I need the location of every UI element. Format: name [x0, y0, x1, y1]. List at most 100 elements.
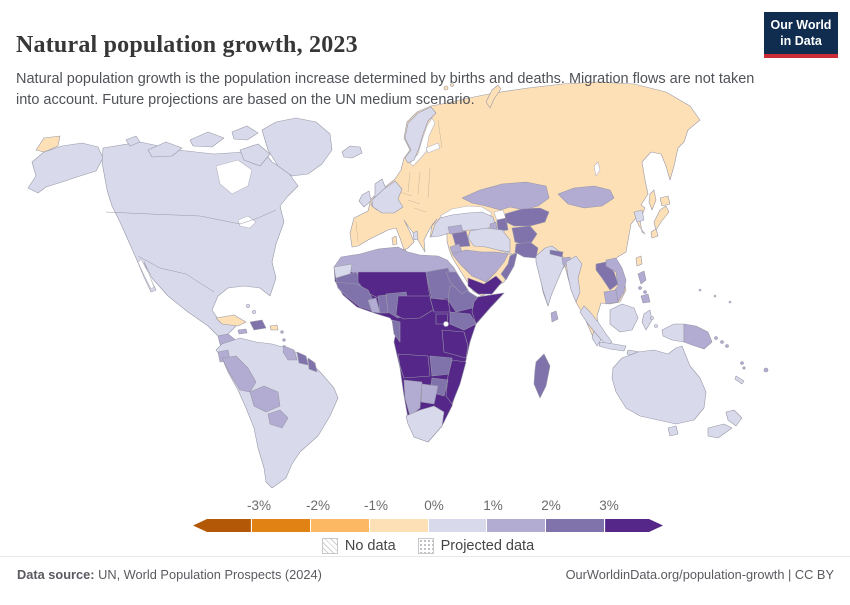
region-north-korea[interactable] [633, 209, 645, 223]
region-cameroon-car[interactable] [395, 295, 437, 320]
legend-bin-2[interactable] [310, 519, 369, 532]
legend-tick: -1% [363, 498, 389, 513]
region-togo-benin[interactable] [377, 294, 389, 314]
region-cuba[interactable] [215, 314, 247, 327]
region-paraguay[interactable] [267, 409, 289, 429]
no-data-label: No data [344, 538, 396, 554]
region-albania[interactable] [412, 230, 419, 241]
region-guyana[interactable] [282, 345, 298, 361]
region-greenland[interactable] [261, 117, 333, 177]
region-iran[interactable] [467, 227, 511, 253]
region-scandinavia[interactable] [404, 106, 437, 164]
legend-bin-4[interactable] [428, 519, 487, 532]
region-eritrea-djibouti[interactable] [445, 271, 469, 295]
region-indonesia[interactable] [579, 303, 685, 361]
legend-tick-labels: -3% -2% -1% 0% 1% 2% 3% [193, 498, 663, 516]
region-tasmania[interactable] [667, 425, 679, 437]
region-botswana[interactable] [420, 383, 439, 405]
region-puerto-rico[interactable] [269, 324, 279, 331]
region-myanmar[interactable] [565, 255, 583, 303]
region-iceland[interactable] [341, 145, 363, 159]
region-bahamas[interactable] [246, 304, 256, 314]
region-france[interactable] [371, 180, 404, 214]
region-svalbard[interactable] [443, 83, 454, 91]
region-novaya-zemlya[interactable] [485, 84, 502, 109]
owid-logo[interactable]: Our World in Data [764, 12, 838, 59]
hudson-bay [215, 159, 253, 195]
region-bolivia[interactable] [249, 385, 281, 413]
region-papua-new-guinea[interactable] [683, 323, 713, 350]
legend-bin-7[interactable] [605, 519, 663, 532]
region-philippines[interactable] [637, 270, 651, 304]
region-french-guiana[interactable] [307, 357, 318, 373]
lake-victoria [443, 321, 449, 327]
region-saudi-arabia[interactable] [451, 249, 509, 283]
legend-bin-0[interactable] [193, 519, 251, 532]
region-sri-lanka[interactable] [550, 310, 559, 323]
region-hispaniola[interactable] [249, 319, 267, 331]
legend-tick: -3% [246, 498, 272, 513]
region-fiji[interactable] [763, 367, 769, 373]
region-taiwan[interactable] [635, 255, 643, 267]
region-central-asia[interactable] [504, 207, 550, 227]
legend-tick: 3% [599, 498, 619, 513]
legend-bin-5[interactable] [487, 519, 546, 532]
region-suriname[interactable] [296, 351, 309, 366]
legend-tick: 2% [541, 498, 561, 513]
baltic-sea [409, 117, 436, 167]
legend-tick: 1% [483, 498, 503, 513]
region-india[interactable] [535, 245, 567, 307]
no-data-swatch-icon [321, 538, 338, 554]
region-sardinia[interactable] [391, 235, 398, 246]
country-borders-north-america [105, 209, 277, 293]
region-ireland[interactable] [358, 190, 372, 208]
data-source-label: Data source: [17, 567, 95, 582]
region-new-caledonia[interactable] [734, 375, 745, 385]
region-syria[interactable] [447, 224, 464, 235]
region-solomon-islands[interactable] [714, 336, 729, 348]
legend-color-bar [193, 519, 663, 532]
region-congo-gabon[interactable] [391, 319, 401, 343]
region-afghanistan[interactable] [511, 225, 538, 247]
region-yemen[interactable] [467, 275, 503, 295]
projected-data-label: Projected data [440, 538, 535, 554]
color-legend: -3% -2% -1% 0% 1% 2% 3% No data Projecte… [193, 498, 663, 554]
data-source: Data source: UN, World Population Prospe… [17, 567, 322, 582]
region-angola[interactable] [397, 353, 431, 379]
region-canadian-arctic[interactable] [125, 125, 271, 167]
region-azerbaijan[interactable] [496, 217, 509, 232]
region-peru[interactable] [221, 355, 257, 393]
footer-link[interactable]: OurWorldinData.org/population-growth | C… [565, 567, 834, 582]
region-jamaica[interactable] [237, 328, 248, 335]
lake-baikal [593, 161, 601, 177]
region-nepal[interactable] [549, 249, 564, 258]
legend-tick: 0% [424, 498, 444, 513]
region-vanuatu[interactable] [740, 361, 746, 370]
region-mozambique[interactable] [445, 359, 467, 405]
legend-bin-6[interactable] [546, 519, 605, 532]
page-title: Natural population growth, 2023 [16, 32, 358, 59]
region-mongolia[interactable] [557, 185, 615, 209]
gulf-of-california [137, 258, 155, 290]
region-alaska[interactable] [27, 142, 104, 194]
region-chukotka-wrap[interactable] [35, 135, 61, 153]
region-australia[interactable] [611, 345, 707, 425]
region-kazakhstan[interactable] [461, 181, 550, 211]
region-japan[interactable] [650, 195, 671, 239]
region-madagascar[interactable] [533, 353, 551, 399]
region-micronesia[interactable] [698, 288, 732, 304]
region-south-africa[interactable] [405, 405, 445, 443]
region-north-america[interactable] [101, 141, 299, 337]
footer-divider [0, 556, 850, 557]
region-kenya[interactable] [449, 311, 477, 331]
legend-bin-3[interactable] [369, 519, 428, 532]
region-lesser-antilles[interactable] [280, 330, 286, 349]
legend-bin-1[interactable] [251, 519, 310, 532]
region-tanzania[interactable] [441, 329, 469, 359]
region-cambodia[interactable] [603, 289, 619, 305]
region-sakhalin[interactable] [648, 189, 657, 211]
region-oman[interactable] [500, 252, 518, 281]
region-new-zealand[interactable] [707, 409, 743, 439]
owid-logo-line1: Our World [770, 18, 832, 32]
